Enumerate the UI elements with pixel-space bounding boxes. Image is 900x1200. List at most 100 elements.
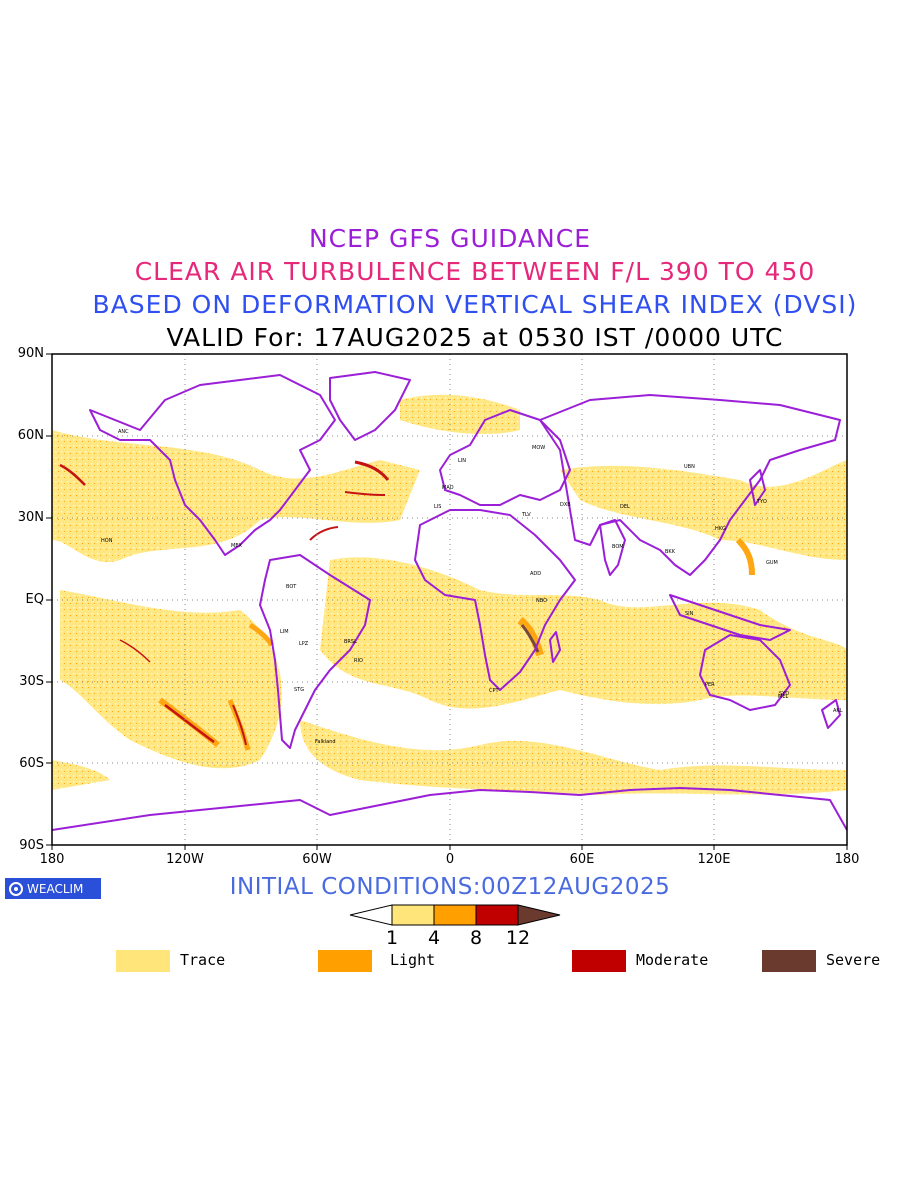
legend-label-light: Light <box>390 951 436 969</box>
trace-area-north-atlantic <box>400 394 520 435</box>
moderate-streak-3 <box>354 460 390 481</box>
place-label-mad: MAD <box>442 485 454 491</box>
legend-swatch-moderate <box>572 950 626 972</box>
place-labels: ANC HON MEX BOT LIM LPZ STG BRSL RIO Fal… <box>101 429 843 745</box>
colorbar-tick-1: 1 <box>385 927 399 949</box>
legend-swatch-trace <box>116 950 170 972</box>
coast-greenland <box>329 371 411 441</box>
lat-label-60n: 60N <box>17 428 44 443</box>
trace-area-asia <box>560 460 847 560</box>
place-label-bom: BOM <box>612 544 624 550</box>
place-label-falkland: Falkland <box>315 739 336 745</box>
place-label-dxb: DXB <box>560 502 571 508</box>
lon-label-60e: 60E <box>569 852 595 867</box>
legend-label-moderate: Moderate <box>636 951 709 969</box>
place-label-tyo: TYO <box>756 499 767 505</box>
moderate-streak-1 <box>164 704 215 744</box>
trace-area-sw-corner <box>52 760 110 790</box>
place-label-lin: LIN <box>458 458 466 464</box>
place-label-brsl: BRSL <box>344 639 357 645</box>
light-streak-pacific-c <box>248 622 275 647</box>
colorbar-moderate <box>475 904 519 926</box>
coast-north-america <box>89 374 336 556</box>
place-label-mex: MEX <box>231 543 242 549</box>
place-label-anc: ANC <box>118 429 129 435</box>
moderate-streak-6 <box>309 526 339 541</box>
place-label-bot: BOT <box>286 584 297 590</box>
coast-japan <box>749 469 766 506</box>
initial-conditions: INITIAL CONDITIONS:00Z12AUG2025 <box>229 874 671 900</box>
place-label-tlv: TLV <box>521 512 531 518</box>
turbulence-map: ANC HON MEX BOT LIM LPZ STG BRSL RIO Fal… <box>46 353 848 850</box>
place-label-mel: MEL <box>778 694 788 700</box>
lon-label-120e: 120E <box>697 852 731 867</box>
colorbar-severe <box>517 904 561 926</box>
place-label-stg: STG <box>294 687 304 693</box>
light-streak-wpacific <box>735 537 755 576</box>
place-label-nbo: NBO <box>536 598 547 604</box>
gridlines <box>52 354 847 845</box>
legend-label-trace: Trace <box>180 951 226 969</box>
title-line-2: CLEAR AIR TURBULENCE BETWEEN F/L 390 TO … <box>134 257 816 286</box>
colorbar-tick-4: 4 <box>427 927 441 949</box>
moderate-streak-7 <box>119 639 151 663</box>
title-line-4: VALID For: 17AUG2025 at 0530 IST /0000 U… <box>166 323 784 352</box>
lon-label-180e: 180 <box>834 852 860 867</box>
legend-swatch-severe <box>762 950 816 972</box>
place-label-del: DEL <box>620 504 630 510</box>
trace-area-southern-ocean <box>300 720 847 795</box>
trace-area-s-pacific <box>60 590 282 769</box>
coast-asia <box>539 394 841 576</box>
colorbar-below-1 <box>349 904 393 926</box>
place-label-rio: RIO <box>354 658 363 664</box>
colorbar-light <box>433 904 477 926</box>
place-label-akl: AKL <box>833 708 843 714</box>
place-label-per: PER <box>705 682 715 688</box>
legend-label-severe: Severe <box>826 951 881 969</box>
title-line-1: NCEP GFS GUIDANCE <box>308 224 591 253</box>
place-label-hon: HON <box>101 538 113 544</box>
title-line-3: BASED ON DEFORMATION VERTICAL SHEAR INDE… <box>92 290 858 319</box>
legend-swatch-light <box>318 950 372 972</box>
moderate-streak-2 <box>232 704 247 746</box>
moderate-streak-4 <box>344 491 386 496</box>
place-label-add: ADD <box>530 571 541 577</box>
lon-label-120w: 120W <box>166 852 204 867</box>
lon-label-60w: 60W <box>302 852 332 867</box>
place-label-lis: LIS <box>434 504 441 510</box>
place-label-mow: MOW <box>532 445 545 451</box>
coast-antarctica <box>52 787 847 831</box>
colorbar-trace <box>391 904 435 926</box>
lat-label-90n: 90N <box>17 346 44 361</box>
coast-india <box>599 519 626 576</box>
coast-indonesia <box>669 594 791 641</box>
place-label-sin: SIN <box>685 611 694 617</box>
place-label-syd: SYD <box>779 691 789 697</box>
weaclim-logo: WEACLIM <box>5 878 101 899</box>
moderate-streak-5 <box>59 463 86 486</box>
logo-text: WEACLIM <box>27 881 84 896</box>
place-label-cpt: CPT <box>489 688 500 694</box>
coast-australia <box>699 634 791 711</box>
place-label-lpz: LPZ <box>299 641 309 647</box>
place-label-gum: GUM <box>766 560 778 566</box>
lat-label-eq: EQ <box>25 592 44 607</box>
severe-streak-africa <box>520 624 540 653</box>
coast-madagascar <box>549 631 561 663</box>
place-label-lim: LIM <box>280 629 289 635</box>
turbulence-field <box>52 394 847 795</box>
lat-label-90s: 90S <box>19 838 44 853</box>
place-label-bkk: BKK <box>665 549 676 555</box>
colorbar-tick-8: 8 <box>469 927 483 949</box>
coast-africa <box>414 509 576 691</box>
place-label-hkg: HKG <box>715 526 726 532</box>
lon-label-0: 0 <box>445 852 455 867</box>
coast-new-zealand <box>821 699 841 729</box>
lat-label-30n: 30N <box>17 510 44 525</box>
colorbar <box>349 904 561 926</box>
lat-label-30s: 30S <box>19 674 44 689</box>
axis-ticks <box>46 353 848 850</box>
lon-label-180w: 180 <box>39 852 65 867</box>
place-label-ubn: UBN <box>684 464 695 470</box>
coastlines <box>52 371 847 831</box>
